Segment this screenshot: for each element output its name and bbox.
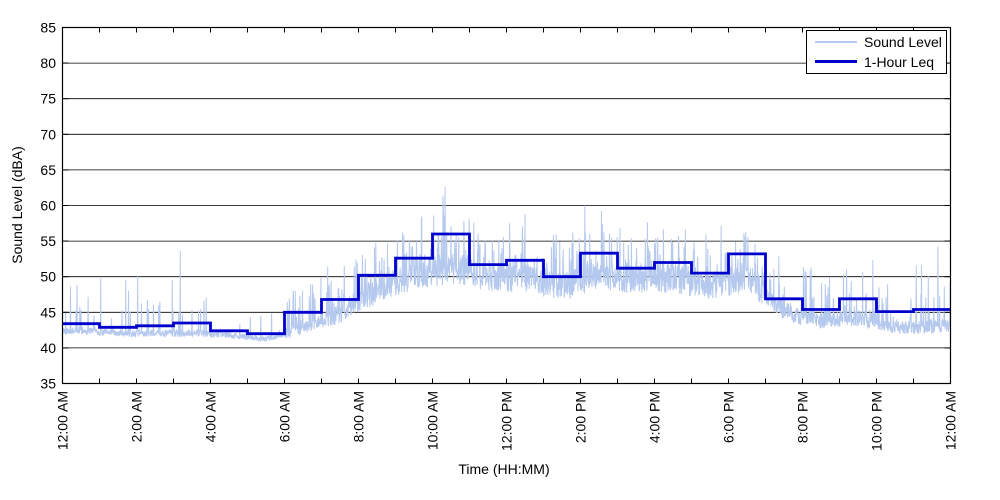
x-tick-label: 2:00 PM — [573, 391, 589, 443]
y-tick-label: 75 — [40, 91, 56, 107]
x-tick-labels: 12:00 AM 2:00 AM 4:00 AM 6:00 AM 8:00 AM 10:0… — [55, 391, 959, 451]
y-tick-label: 55 — [40, 233, 56, 249]
legend-item-sound-level: Sound Level — [807, 34, 946, 50]
y-tick-labels: 35 40 45 50 55 60 65 70 75 80 85 — [40, 20, 56, 392]
legend: Sound Level 1-Hour Leq — [806, 30, 947, 74]
y-tick-label: 45 — [40, 304, 56, 320]
x-tick-label: 10:00 AM — [425, 391, 441, 450]
legend-line-sound-level-icon — [815, 41, 857, 44]
x-tick-label: 4:00 PM — [647, 391, 663, 443]
legend-line-leq-icon — [815, 60, 857, 64]
x-tick-label: 12:00 AM — [943, 391, 959, 450]
x-tick-label: 8:00 AM — [351, 391, 367, 442]
x-axis-title: Time (HH:MM) — [458, 461, 550, 477]
y-tick-label: 35 — [40, 376, 56, 392]
y-tick-label: 50 — [40, 269, 56, 285]
y-tick-label: 40 — [40, 340, 56, 356]
legend-item-leq: 1-Hour Leq — [807, 54, 946, 70]
gridlines — [62, 62, 951, 349]
x-tick-label: 2:00 AM — [129, 391, 145, 442]
legend-label-leq: 1-Hour Leq — [864, 53, 935, 70]
x-tick-label: 12:00 PM — [499, 391, 515, 451]
x-tick-label: 12:00 AM — [55, 391, 71, 450]
y-axis-title: Sound Level (dBA) — [9, 146, 25, 264]
leq-series — [62, 232, 951, 336]
legend-label-sound-level: Sound Level — [864, 34, 942, 51]
x-tick-label: 10:00 PM — [869, 391, 885, 451]
x-tick-label: 4:00 AM — [203, 391, 219, 442]
x-tick-label: 8:00 PM — [795, 391, 811, 443]
y-tick-label: 80 — [40, 55, 56, 71]
axis-ticks — [62, 27, 951, 384]
y-tick-label: 85 — [40, 20, 56, 36]
y-tick-label: 65 — [40, 162, 56, 178]
y-tick-label: 60 — [40, 198, 56, 214]
y-tick-label: 70 — [40, 126, 56, 142]
x-tick-label: 6:00 PM — [721, 391, 737, 443]
x-tick-label: 6:00 AM — [277, 391, 293, 442]
